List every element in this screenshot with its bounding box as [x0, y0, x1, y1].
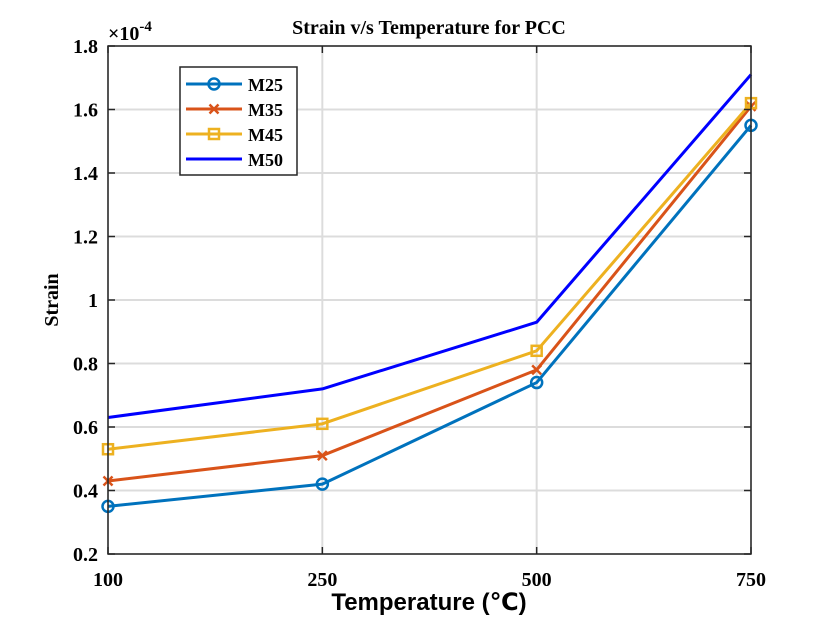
exponent-base: ×10 [108, 23, 139, 45]
tick-labels: 100 250 500 750 0.2 0.4 0.6 0.8 1 1.2 1.4 1.6 1.8 [73, 36, 766, 591]
series-line-m25 [107, 124, 753, 508]
series-line-m50 [107, 73, 753, 419]
tick-marks [107, 45, 752, 555]
x-tick-label: 500 [522, 569, 552, 591]
y-tick-label: 0.4 [73, 481, 98, 503]
legend-label-m50: M50 [248, 150, 283, 170]
series-line-m35 [107, 105, 753, 483]
legend-label-m45: M45 [248, 125, 283, 145]
y-tick-label: 0.2 [73, 544, 98, 566]
x-tick-label: 250 [307, 569, 337, 591]
legend-marker-m45 [207, 127, 221, 141]
series-line-m45 [107, 102, 753, 451]
marker-stroke [531, 364, 543, 376]
legend-label-m25: M25 [248, 75, 283, 95]
y-tick-label: 1.4 [73, 163, 98, 185]
legend-item-m35: M35 [186, 100, 283, 120]
series-m25 [101, 118, 758, 514]
legend-label-m35: M35 [248, 100, 283, 120]
data-point-m45 [530, 344, 543, 358]
data-point-m35 [531, 364, 543, 376]
x-axis-label: Temperature (℃) [331, 589, 526, 616]
x-tick-label: 100 [93, 569, 123, 591]
series-layer [101, 73, 758, 514]
y-tick-label: 1.2 [73, 227, 98, 249]
legend-item-m45: M45 [186, 125, 283, 145]
data-point-m35 [316, 450, 328, 461]
y-axis-label: Strain [41, 273, 63, 326]
exponent-power: -4 [139, 19, 152, 35]
data-point-m45 [316, 417, 329, 431]
data-point-m25 [529, 375, 544, 390]
legend-marker-m35 [208, 103, 220, 115]
legend-item-m25: M25 [186, 75, 283, 95]
y-axis-exponent: ×10-4 [108, 19, 152, 45]
marker-stroke [316, 450, 328, 461]
legend-item-m50: M50 [186, 150, 283, 170]
legend-marker-m25 [207, 77, 221, 91]
y-tick-label: 1 [88, 290, 98, 312]
y-tick-label: 0.8 [73, 354, 98, 376]
data-point-m25 [315, 477, 330, 491]
y-tick-label: 0.6 [73, 417, 98, 439]
series-m50 [107, 73, 753, 419]
y-tick-label: 1.8 [73, 36, 98, 58]
chart-title: Strain v/s Temperature for PCC [292, 17, 566, 39]
marker-stroke [208, 103, 220, 115]
x-tick-label: 750 [736, 569, 766, 591]
legend: M25 M35 M45 M50 [179, 66, 298, 176]
y-tick-label: 1.6 [73, 100, 98, 122]
